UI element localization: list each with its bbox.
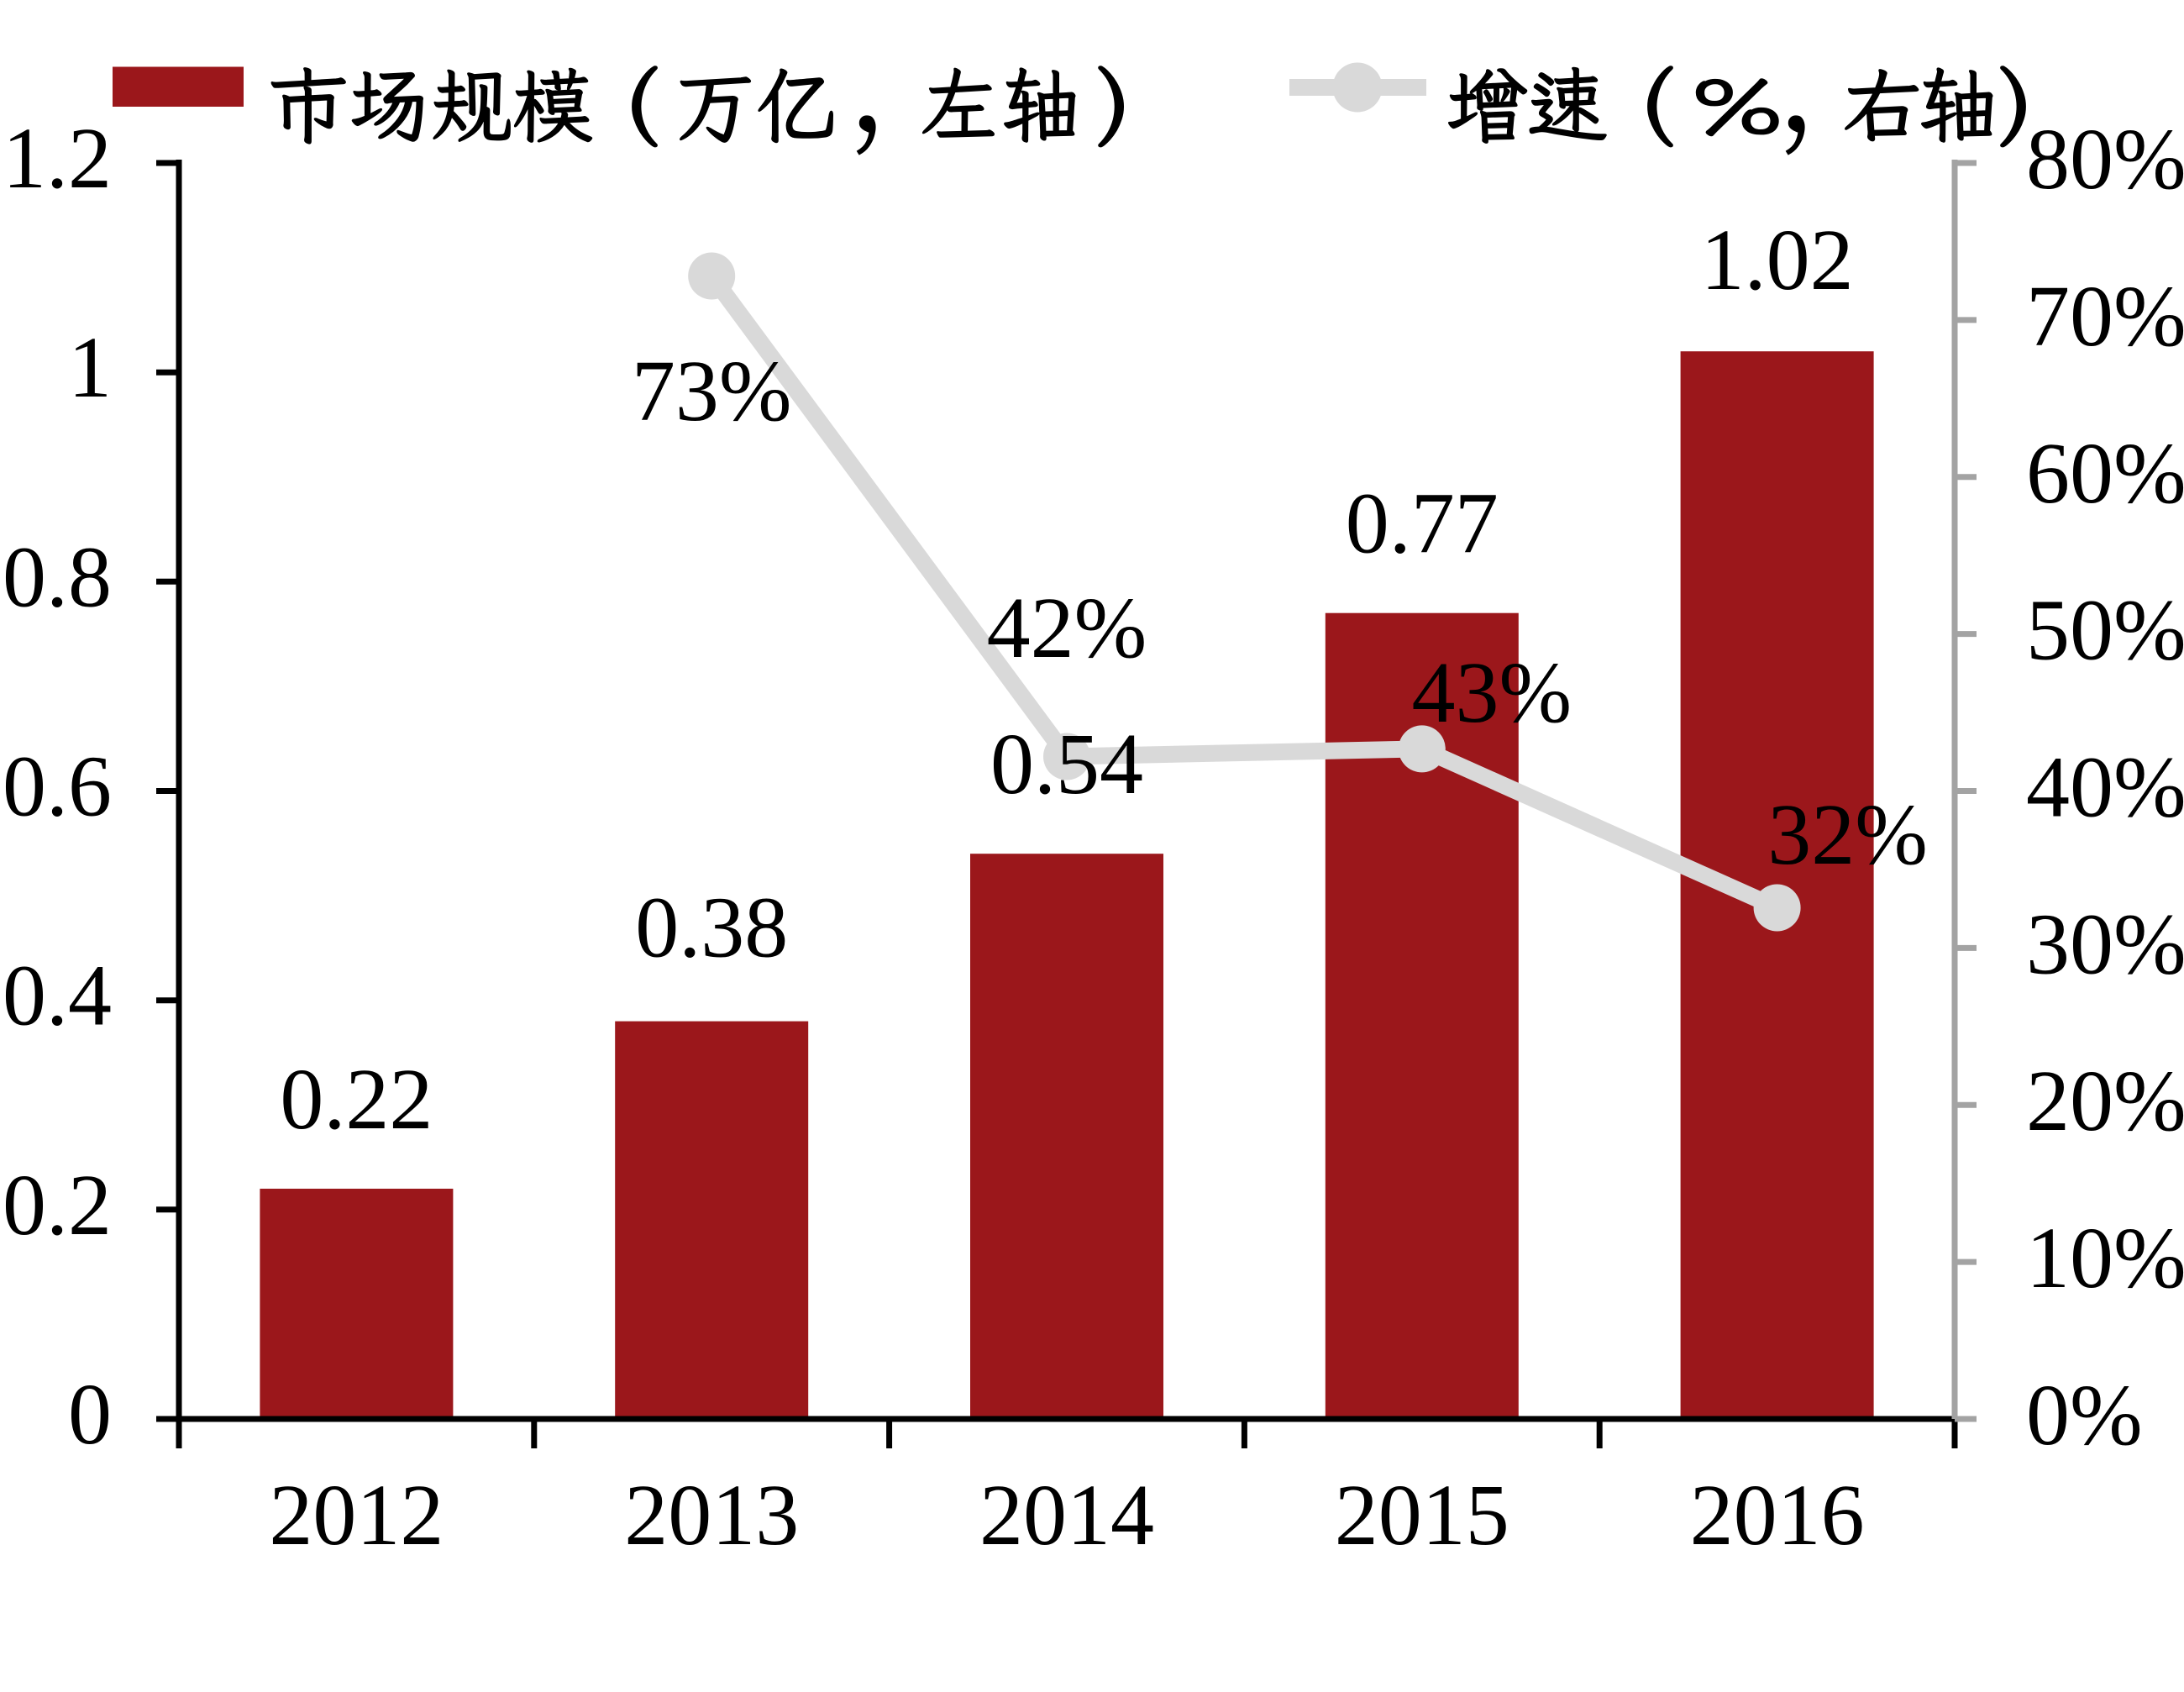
svg-text:50%: 50% [2026,582,2184,679]
svg-text:0.2: 0.2 [3,1157,112,1253]
svg-text:0.38: 0.38 [635,880,788,976]
svg-text:2013: 2013 [624,1467,799,1563]
svg-text:1.02: 1.02 [1701,212,1854,308]
svg-text:1.2: 1.2 [3,110,112,207]
svg-text:0.6: 0.6 [3,738,112,835]
svg-text:2016: 2016 [1690,1467,1865,1563]
svg-text:42%: 42% [987,580,1147,676]
svg-text:10%: 10% [2026,1210,2184,1306]
svg-text:0: 0 [68,1366,112,1463]
svg-text:2012: 2012 [269,1467,444,1563]
svg-text:0.8: 0.8 [3,528,112,625]
svg-text:2015: 2015 [1335,1467,1509,1563]
svg-text:32%: 32% [1767,786,1928,883]
svg-text:0.22: 0.22 [280,1051,433,1148]
svg-text:80%: 80% [2026,111,2184,208]
svg-text:0.4: 0.4 [3,948,112,1044]
svg-text:0.54: 0.54 [990,716,1143,812]
svg-text:43%: 43% [1411,644,1572,741]
svg-text:70%: 70% [2026,268,2184,365]
svg-text:30%: 30% [2026,896,2184,992]
svg-text:1: 1 [68,319,112,416]
svg-text:0.77: 0.77 [1346,476,1499,572]
svg-text:40%: 40% [2026,739,2184,836]
svg-text:73%: 73% [632,343,792,439]
svg-text:20%: 20% [2026,1053,2184,1149]
svg-text:2014: 2014 [979,1467,1154,1563]
svg-text:0%: 0% [2026,1367,2143,1463]
svg-text:60%: 60% [2026,425,2184,522]
